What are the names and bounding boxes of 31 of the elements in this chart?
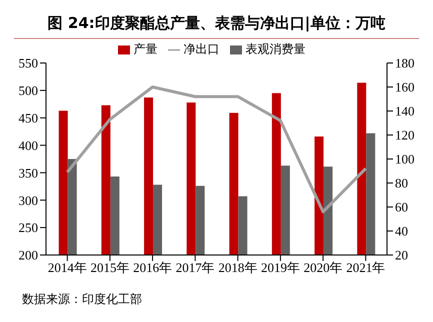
- y2-tick-label: 20: [395, 248, 408, 263]
- y2-tick-label: 80: [395, 176, 408, 191]
- chart-title: 图 24:印度聚酯总产量、表需与净出口|单位：万吨: [14, 8, 419, 39]
- y-tick-label: 550: [18, 56, 38, 71]
- y2-tick-label: 40: [395, 224, 408, 239]
- y2-tick-label: 180: [395, 56, 414, 71]
- y-tick-label: 350: [18, 165, 38, 180]
- y2-tick-label: 60: [395, 200, 408, 215]
- x-tick-label: 2015年: [90, 260, 130, 276]
- legend-label: 净出口: [184, 42, 220, 56]
- x-tick-label: 2020年: [304, 260, 343, 276]
- y-tick-label: 200: [18, 248, 38, 263]
- legend-label: 表观消费量: [246, 42, 306, 56]
- y-tick-label: 300: [18, 192, 38, 208]
- x-tick-label: 2018年: [218, 260, 258, 276]
- line-series: [66, 86, 368, 214]
- y2-tick-label: 120: [395, 128, 414, 143]
- y-tick-label: 500: [18, 83, 38, 98]
- x-tick-label: 2014年: [48, 260, 87, 276]
- source-note: 数据来源：印度化工部: [22, 291, 143, 308]
- y-tick-label: 400: [18, 138, 38, 153]
- y2-tick-label: 160: [395, 80, 414, 95]
- x-tick-label: 2019年: [260, 260, 300, 276]
- x-tick-label: 2016年: [133, 260, 172, 276]
- x-tick-label: 2017年: [176, 260, 215, 276]
- legend-label: 产量: [134, 42, 158, 56]
- y-tick-label: 250: [18, 220, 38, 236]
- x-tick-label: 2021年: [346, 260, 386, 276]
- y2-tick-label: 100: [395, 152, 414, 167]
- y2-tick-label: 140: [395, 104, 414, 119]
- y-tick-label: 450: [18, 110, 38, 126]
